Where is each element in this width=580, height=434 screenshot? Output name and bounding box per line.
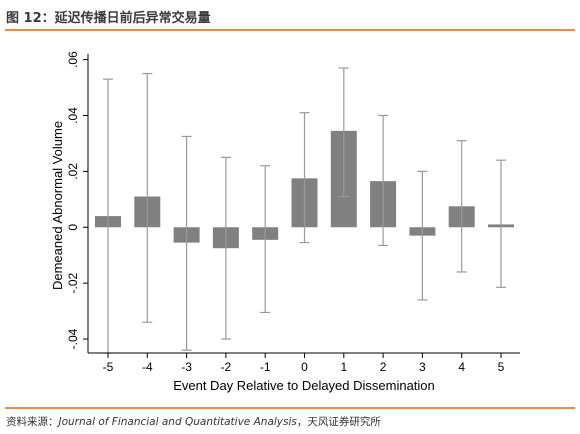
footer-divider bbox=[5, 407, 575, 409]
source-note: 资料来源：Journal of Financial and Quantitati… bbox=[6, 414, 381, 429]
x-tick-label: -3 bbox=[181, 360, 192, 374]
y-tick-label: .04 bbox=[66, 107, 80, 124]
x-tick-label: 3 bbox=[419, 360, 426, 374]
x-tick-label: 2 bbox=[380, 360, 387, 374]
figure-header: 图 12：延迟传播日前后异常交易量 bbox=[0, 0, 580, 31]
x-tick-label: 4 bbox=[458, 360, 465, 374]
header-divider bbox=[5, 29, 575, 31]
y-tick-label: -.04 bbox=[66, 328, 80, 349]
bar-chart: -.04 -.02 0 .02 .04 .06 -5 -4 -3 -2 -1 0 1 2 3 4 5 Event … bbox=[50, 51, 520, 393]
y-axis-title: Demeaned Abnormal Volume bbox=[50, 121, 65, 290]
x-tick-label: -5 bbox=[103, 360, 114, 374]
x-tick-label: 0 bbox=[301, 360, 308, 374]
x-tick-label: -2 bbox=[221, 360, 232, 374]
x-tick-label: -1 bbox=[260, 360, 271, 374]
y-tick-label: .02 bbox=[66, 163, 80, 180]
source-suffix: ，天风证券研究所 bbox=[296, 416, 381, 428]
x-tick-label: -4 bbox=[142, 360, 153, 374]
y-tick-label: -.02 bbox=[66, 272, 80, 293]
y-tick-label: .06 bbox=[66, 51, 80, 68]
x-axis-title: Event Day Relative to Delayed Disseminat… bbox=[173, 378, 435, 393]
x-tick-label: 5 bbox=[498, 360, 505, 374]
source-journal: Journal of Financial and Quantitative An… bbox=[58, 416, 297, 428]
x-tick-label: 1 bbox=[340, 360, 347, 374]
source-prefix: 资料来源： bbox=[6, 416, 59, 428]
figure-title: 图 12：延迟传播日前后异常交易量 bbox=[6, 11, 211, 26]
y-tick-label: 0 bbox=[66, 224, 80, 231]
